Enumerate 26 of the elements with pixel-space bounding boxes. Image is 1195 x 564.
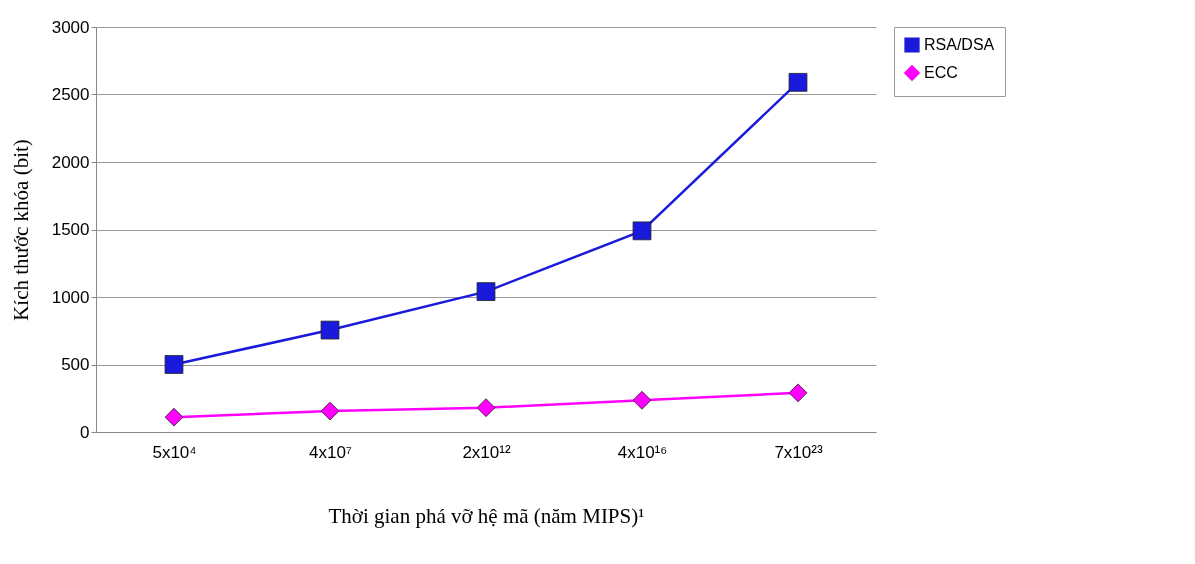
point — [320, 320, 340, 340]
point — [632, 221, 652, 241]
point — [788, 383, 808, 403]
x-tick-label: 2x10¹² — [462, 442, 511, 462]
y-tick-label: 500 — [61, 355, 90, 374]
point — [476, 282, 496, 301]
x-tick-label: 7x10²³ — [774, 442, 823, 462]
point — [476, 398, 496, 418]
x-tick-label: 5x10⁴ — [152, 442, 197, 462]
y-tick-label: 0 — [80, 422, 90, 442]
point — [632, 390, 652, 410]
y-tick-label: 2500 — [51, 85, 90, 104]
y-tick-label: 1500 — [51, 220, 90, 239]
x-tick-label: 4x10¹⁶ — [617, 442, 668, 462]
point — [164, 355, 184, 374]
point — [164, 407, 184, 427]
y-tick-label: 2000 — [51, 152, 90, 172]
y-axis-title: Kích thước khóa (bit) — [8, 139, 33, 321]
x-tick-label: 4x10⁷ — [308, 442, 353, 462]
y-tick-label: 3000 — [51, 17, 90, 37]
legend-label: ECC — [924, 64, 958, 81]
y-tick-label: 1000 — [51, 287, 90, 307]
point — [788, 73, 808, 92]
legend-label: RSA/DSA — [924, 36, 995, 53]
point — [320, 401, 340, 421]
x-axis-title: Thời gian phá vỡ hệ mã (năm MIPS)¹ — [328, 503, 645, 528]
